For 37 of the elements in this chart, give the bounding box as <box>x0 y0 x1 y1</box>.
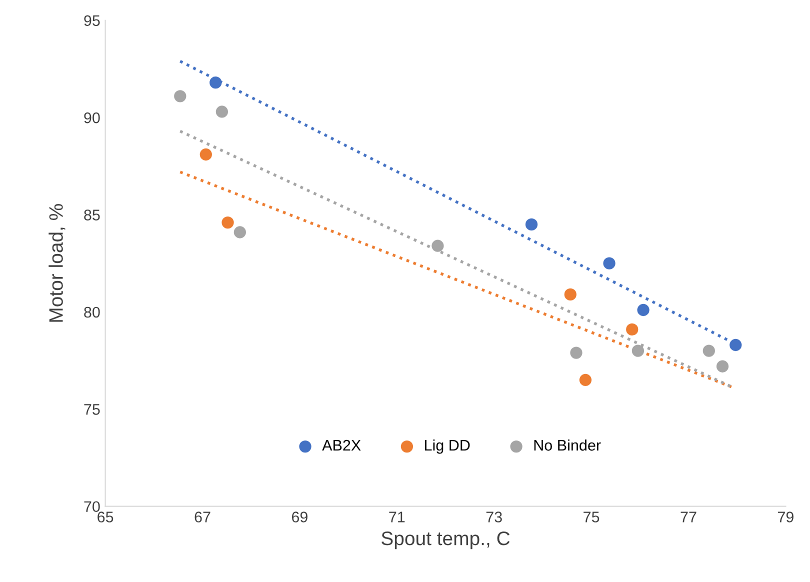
x-tick-label: 79 <box>778 512 794 522</box>
point <box>234 226 246 238</box>
y-axis-title: Motor load, % <box>48 204 66 322</box>
point <box>222 216 234 229</box>
x-tick-label: 69 <box>292 512 308 522</box>
point <box>210 76 222 89</box>
point <box>564 288 576 301</box>
point <box>216 106 228 118</box>
y-tick-label: 75 <box>84 404 100 415</box>
point <box>730 338 742 352</box>
point <box>174 90 186 102</box>
x-tick-label: 71 <box>389 512 405 522</box>
y-tick-label: 70 <box>84 501 100 512</box>
x-axis-title: Spout temp., C <box>382 532 510 550</box>
x-tick-label: 73 <box>486 512 502 522</box>
legend-label: Lig DD <box>425 439 470 454</box>
point <box>525 218 538 231</box>
point <box>626 323 638 336</box>
point <box>637 304 650 316</box>
y-tick-label: 85 <box>84 210 100 220</box>
legend-label: AB2X <box>322 440 361 451</box>
legend-label: No Binder <box>534 439 601 451</box>
point <box>603 257 616 270</box>
x-tick-label: 65 <box>98 512 114 522</box>
x-tick-label: 75 <box>584 512 600 522</box>
y-tick-label: 80 <box>84 306 100 318</box>
point <box>702 344 715 357</box>
point <box>432 240 444 252</box>
point <box>200 148 212 161</box>
y-tick-label: 95 <box>84 15 100 26</box>
point <box>579 374 592 386</box>
x-tick-label: 67 <box>194 512 210 522</box>
point <box>632 344 644 357</box>
point <box>570 346 582 359</box>
point <box>716 360 729 372</box>
y-tick-label: 90 <box>84 112 100 124</box>
x-tick-label: 77 <box>680 512 696 522</box>
